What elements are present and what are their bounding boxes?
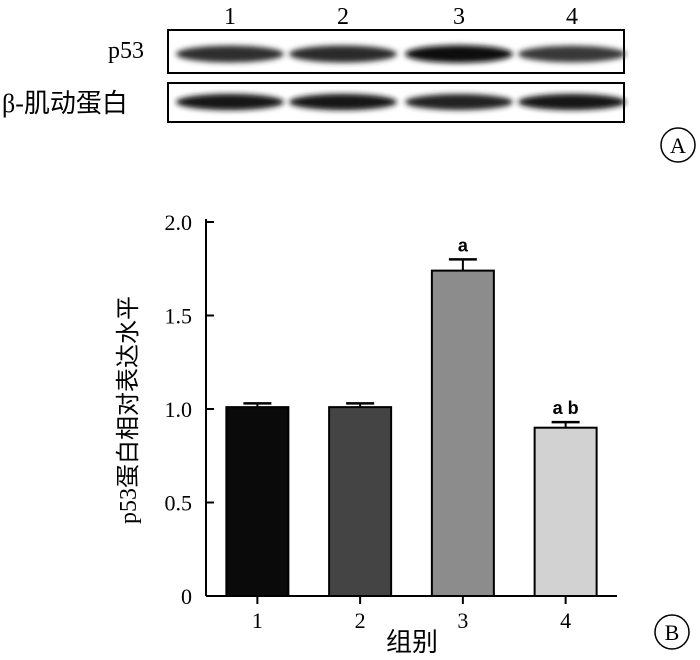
band-beta-actin-lane-3 [405, 93, 513, 111]
x-tick-label: 3 [457, 608, 468, 633]
x-tick-label: 4 [560, 608, 571, 633]
error-bar-group-3 [448, 258, 477, 271]
x-tick-label: 2 [355, 608, 366, 633]
bands-p53 [176, 45, 626, 63]
band-p53-lane-2 [289, 45, 397, 63]
band-beta-actin-lane-2 [289, 93, 397, 111]
y-tick-label: 0.5 [165, 491, 193, 516]
error-bar-group-1 [243, 402, 272, 408]
band-beta-actin-lane-4 [518, 93, 626, 111]
lane-label-4: 4 [566, 4, 578, 30]
significance-labels: a a b [458, 235, 579, 418]
row-label-p53: p53 [108, 38, 144, 64]
x-axis-label: 组别 [386, 628, 438, 657]
band-beta-actin-lane-1 [176, 93, 284, 111]
bar-group-4 [533, 426, 598, 598]
y-tick-label: 1.5 [165, 304, 193, 329]
row-label-beta-actin: β-肌动蛋白 [2, 89, 128, 118]
y-tick-label: 1.0 [165, 397, 193, 422]
x-axis-ticks: 1 2 3 4 [252, 596, 571, 633]
error-bar-group-4 [551, 420, 580, 428]
panel-label-b: B [654, 614, 690, 650]
x-tick-label: 1 [252, 608, 263, 633]
band-p53-lane-4 [518, 45, 626, 63]
significance-label-group-4: a b [553, 398, 579, 418]
lane-label-1: 1 [224, 4, 236, 30]
band-p53-lane-1 [176, 45, 284, 63]
significance-label-group-3: a [458, 235, 469, 255]
error-bars [243, 258, 580, 428]
bar-chart-panel: p53蛋白相对表达水平 组别 0 0.5 1.0 1.5 2.0 1 2 3 4 a a b B [115, 210, 690, 657]
bar-group-2 [328, 406, 393, 597]
lane-label-3: 3 [453, 4, 465, 30]
y-axis-label: p53蛋白相对表达水平 [115, 296, 142, 524]
lane-label-2: 2 [337, 4, 349, 30]
panel-label-a-text: A [670, 133, 686, 158]
y-tick-label: 2.0 [165, 210, 193, 235]
panel-label-b-text: B [665, 620, 680, 645]
western-blot-panel: 1 2 3 4 p53 β-肌动蛋白 A [2, 4, 696, 163]
band-p53-lane-3 [405, 45, 513, 63]
bands-beta-actin [176, 93, 626, 111]
bars [225, 269, 598, 598]
bar-group-3 [430, 269, 495, 597]
y-axis-ticks: 0 0.5 1.0 1.5 2.0 [165, 210, 214, 609]
error-bar-group-2 [346, 402, 375, 408]
bar-group-1 [225, 406, 290, 597]
panel-label-a: A [660, 127, 696, 163]
y-tick-label: 0 [181, 584, 192, 609]
